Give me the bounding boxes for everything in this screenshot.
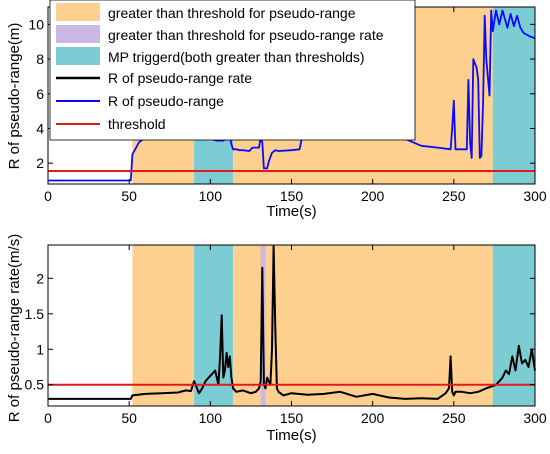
top-xtick-label: 250: [442, 188, 466, 204]
bottom-region-0-0: [132, 245, 195, 406]
legend-swatch-mp-triggered: [56, 47, 100, 65]
bottom-y-axis-label: R of pseudo-range rate(m/s): [6, 234, 23, 422]
bottom-ytick-label: 1.5: [25, 306, 45, 322]
bottom-xtick-label: 250: [442, 410, 466, 426]
bottom-ytick-label: 1: [36, 341, 44, 357]
legend-label-range: R of pseudo-range: [108, 93, 224, 109]
top-ytick-label: 10: [28, 16, 44, 32]
top-xtick-label: 150: [280, 188, 304, 204]
legend-label-mp-triggered: MP triggerd(both greater than thresholds…: [108, 49, 365, 65]
legend-box: [49, 0, 416, 141]
legend-label-threshold: threshold: [108, 116, 166, 132]
top-xtick-label: 0: [44, 188, 52, 204]
top-plot: 0 50 100 150 200 250 300 2 4 6 8 10 Time(s) R of p…: [6, 0, 547, 220]
legend-swatch-pseudo-range: [56, 3, 100, 21]
bottom-region-2-0: [194, 245, 234, 406]
bottom-ytick-label: 2: [36, 270, 44, 286]
legend: greater than threshold for pseudo-range …: [49, 0, 416, 141]
top-xtick-label: 200: [361, 188, 385, 204]
top-ytick-label: 2: [36, 155, 44, 171]
legend-label-pseudo-range-rate: greater than threshold for pseudo-range …: [108, 27, 384, 43]
top-xtick-label: 300: [523, 188, 547, 204]
bottom-xtick-label: 300: [523, 410, 547, 426]
top-ytick-label: 8: [36, 51, 44, 67]
top-xtick-label: 50: [121, 188, 137, 204]
bottom-xtick-label: 0: [44, 410, 52, 426]
bottom-y-ticks: 0.5 1 1.5 2: [25, 270, 535, 393]
bottom-xtick-label: 150: [280, 410, 304, 426]
legend-label-rate: R of pseudo-range rate: [108, 70, 252, 86]
top-xtick-label: 100: [199, 188, 223, 204]
bottom-x-ticks: 0 50 100 150 200 250 300: [44, 245, 547, 426]
bottom-x-axis-label: Time(s): [266, 427, 316, 444]
bottom-series-lines: [48, 245, 536, 400]
top-x-axis-label: Time(s): [266, 203, 316, 220]
top-ytick-label: 4: [36, 120, 44, 136]
top-y-axis-label: R of pseudo-range(m): [6, 23, 23, 170]
bottom-ytick-label: 0.5: [25, 377, 45, 393]
bottom-plot: 0 50 100 150 200 250 300 0.5 1 1.5 2 Time(s) R of…: [6, 234, 547, 444]
top-ytick-label: 6: [36, 86, 44, 102]
bottom-shaded-regions: [132, 245, 535, 406]
legend-swatch-pseudo-range-rate: [56, 25, 100, 43]
bottom-xtick-label: 50: [121, 410, 137, 426]
top-region-2-1: [492, 7, 535, 184]
legend-label-pseudo-range: greater than threshold for pseudo-range: [108, 5, 356, 21]
bottom-xtick-label: 100: [199, 410, 223, 426]
bottom-xtick-label: 200: [361, 410, 385, 426]
